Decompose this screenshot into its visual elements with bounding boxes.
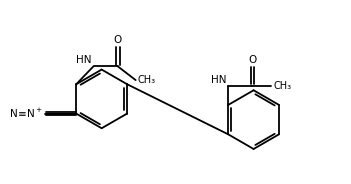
Text: O: O bbox=[114, 35, 122, 45]
Text: HN: HN bbox=[76, 55, 91, 65]
Text: O: O bbox=[248, 55, 257, 65]
Text: HN: HN bbox=[211, 75, 226, 85]
Text: N$\!\equiv\!$N$^+$: N$\!\equiv\!$N$^+$ bbox=[9, 107, 42, 120]
Text: CH₃: CH₃ bbox=[137, 75, 155, 85]
Text: CH₃: CH₃ bbox=[273, 81, 291, 91]
